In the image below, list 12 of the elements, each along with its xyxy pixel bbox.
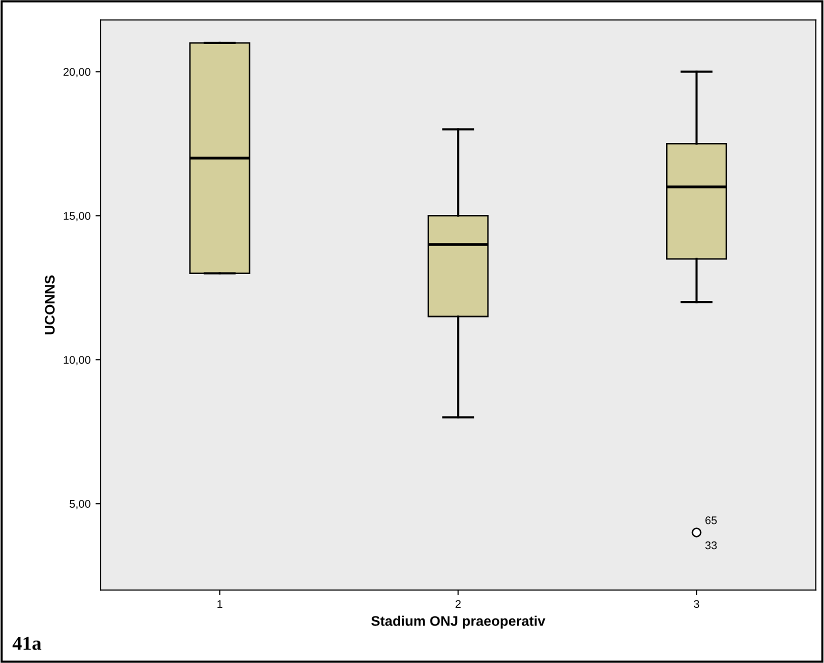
y-tick-label: 10,00 — [64, 356, 90, 366]
text: 41a — [12, 636, 42, 650]
x-tick-label: 3 — [694, 600, 700, 608]
y-axis-title: UCONNS — [44, 275, 55, 334]
y-tick-label: 15,00 — [64, 212, 90, 222]
annotation: 33 — [705, 541, 717, 550]
annotation: 65 — [705, 516, 717, 524]
y-tick-label: 20,00 — [64, 68, 90, 78]
x-tick-label: 1 — [217, 600, 222, 608]
y-tick-label: 5,00 — [70, 500, 90, 510]
x-axis-title: Stadium ONJ praeoperativ — [371, 616, 546, 629]
x-tick-label: 2 — [456, 600, 461, 608]
